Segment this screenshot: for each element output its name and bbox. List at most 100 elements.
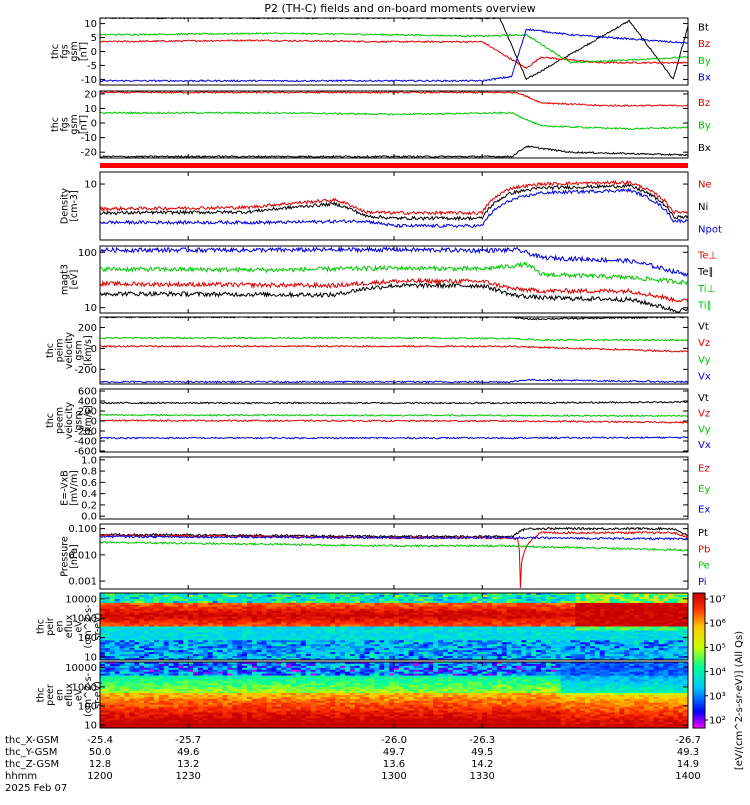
colorbar-gradient — [693, 593, 705, 728]
footer-value: 13.6 — [383, 759, 405, 770]
y-tick-label: 5 — [91, 33, 97, 44]
legend-entry: Pt — [698, 528, 708, 539]
panel-frame — [100, 457, 688, 519]
y-tick-label: 10 — [84, 104, 97, 115]
series-pe-line — [100, 542, 688, 551]
legend-entry: Pe — [698, 561, 710, 572]
legend-entry: By — [698, 121, 711, 132]
legend-entry: Bz — [698, 98, 710, 109]
legend-entry: Vt — [698, 321, 709, 332]
y-axis-label: [eV] — [69, 270, 80, 290]
series-bz-line — [100, 40, 688, 69]
colorbar-tick-label: 10² — [709, 716, 726, 727]
y-tick-label: 10 — [84, 721, 97, 732]
footer-value: -26.0 — [381, 735, 407, 746]
y-tick-label: -5 — [87, 61, 97, 72]
y-tick-label: 0.0 — [81, 512, 97, 523]
footer-value: 49.3 — [677, 747, 699, 758]
footer-value: 49.6 — [177, 747, 199, 758]
data-quality-bar — [100, 163, 688, 168]
panel-frame — [100, 18, 688, 85]
series-bt-line — [100, 18, 688, 80]
legend-entry: Ez — [698, 463, 710, 474]
footer-row-label: thc_Z-GSM — [5, 759, 59, 770]
y-axis-label: [nPa] — [69, 544, 80, 569]
footer-value: 13.2 — [177, 759, 199, 770]
colorbar-tick-label: 10⁶ — [709, 619, 726, 630]
series-ni-line — [100, 184, 688, 220]
y-tick-label: 200 — [78, 323, 97, 334]
legend-entry: Pi — [698, 577, 707, 588]
legend-entry: Te∥ — [697, 267, 714, 278]
footer-date: 2025 Feb 07 — [5, 783, 67, 794]
legend-entry: Ti⊥ — [697, 284, 715, 295]
panel-6: 6004002000-200-400-600thcpeemvelocitygsm… — [45, 387, 711, 458]
y-tick-label: 10 — [84, 180, 97, 191]
series-vz-line — [100, 346, 688, 353]
series-pb-line — [100, 532, 688, 588]
y-tick-label: 0.2 — [81, 500, 97, 511]
y-tick-label: 10000 — [65, 663, 97, 674]
series-vx-line — [100, 437, 688, 439]
colorbar-tick-label: 10⁷ — [709, 595, 726, 606]
series-by-line — [100, 112, 688, 130]
panel-frame — [100, 246, 688, 313]
colorbar-label: [eV/(cm^2-s-sr-eV)] (All Qs) — [734, 631, 745, 770]
legend-entry: Vx — [698, 372, 711, 383]
legend-entry: By — [698, 56, 711, 67]
footer-value: 50.0 — [89, 747, 111, 758]
y-tick-label: 0 — [91, 119, 97, 130]
y-axis-label: [km/s] — [83, 405, 94, 435]
footer-row-label: thc_Y-GSM — [5, 747, 57, 758]
legend-entry: Bx — [698, 143, 711, 154]
panel-frame — [100, 317, 688, 384]
footer-value: 49.7 — [383, 747, 405, 758]
footer-value: 1400 — [675, 771, 700, 782]
y-axis-label: [mV/m] — [69, 470, 80, 506]
legend-entry: Vz — [698, 338, 710, 349]
footer-value: -26.7 — [675, 735, 701, 746]
legend-entry: Vy — [698, 355, 711, 366]
panels-group: 1050-5-10thcfgsgsm[nT]BtBzByBx20100-10-2… — [36, 18, 722, 732]
y-tick-label: 20 — [84, 89, 97, 100]
footer-value: -26.3 — [469, 735, 495, 746]
y-axis-label: [km/s] — [83, 335, 94, 365]
footer-group: thc_X-GSM-25.4-25.7-26.0-26.3-26.7thc_Y-… — [5, 735, 701, 794]
legend-entry: Te⊥ — [697, 250, 717, 261]
footer-value: 1330 — [469, 771, 494, 782]
y-axis-label: [cm-3] — [69, 190, 80, 221]
y-tick-label: 10 — [84, 652, 97, 663]
y-tick-label: -20 — [81, 148, 97, 159]
footer-value: 1200 — [87, 771, 112, 782]
spectrogram-cells — [100, 593, 689, 661]
panel-frame — [100, 91, 688, 158]
footer-value: 14.2 — [471, 759, 493, 770]
legend-entry: Ey — [698, 484, 710, 495]
y-tick-label: 0 — [91, 47, 97, 58]
footer-row-label: thc_X-GSM — [5, 735, 59, 746]
y-axis-label: [nT] — [78, 115, 89, 134]
series-ti-line — [100, 247, 688, 276]
panel-10: 10000100010010thcpeerenefluxeV(cm^2-s-sr… — [36, 662, 689, 732]
legend-entry: Bx — [698, 73, 711, 84]
colorbar-tick-label: 10⁴ — [709, 667, 726, 678]
footer-value: 1300 — [381, 771, 406, 782]
y-tick-label: 0.100 — [68, 524, 97, 535]
legend-entry: Ne — [698, 179, 712, 190]
legend-entry: Vz — [698, 409, 710, 420]
legend-entry: Vy — [698, 424, 711, 435]
series-vt-line — [100, 402, 688, 404]
footer-value: -25.7 — [175, 735, 201, 746]
spectrogram-cells — [100, 662, 689, 729]
footer-value: 14.9 — [677, 759, 699, 770]
y-axis-label: sr-eV) — [93, 681, 104, 709]
footer-value: 49.5 — [471, 747, 493, 758]
footer-value: 12.8 — [89, 759, 111, 770]
